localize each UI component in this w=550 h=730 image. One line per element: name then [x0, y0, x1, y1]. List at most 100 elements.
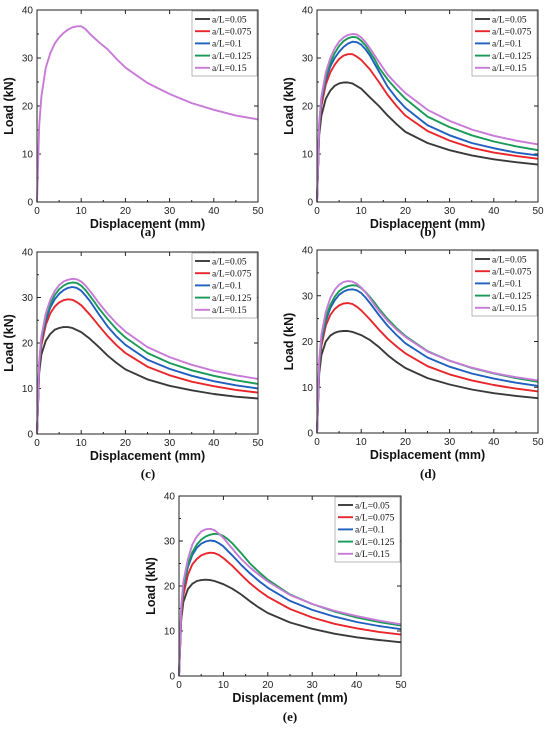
panel-caption: (a) [140, 224, 155, 239]
legend-label-a-l-0-1: a/L=0.1 [355, 526, 385, 536]
y-tick-label: 20 [164, 582, 176, 593]
y-tick-label: 0 [307, 429, 313, 440]
y-tick-label: 20 [22, 339, 34, 350]
series-line-a-l-0-125 [36, 281, 259, 435]
panel-b: 0 10 20 30 40 50 0 10 20 30 40 a/L=0.05 a/L=0.075 a/L… [282, 6, 544, 240]
plot-frame [178, 495, 402, 677]
legend-label-a-l-0-05: a/L=0.05 [492, 255, 527, 265]
x-tick-label: 20 [400, 437, 412, 448]
y-tick-label: 0 [27, 430, 33, 441]
y-tick-label: 40 [302, 6, 314, 17]
legend-label-a-l-0-15: a/L=0.15 [212, 306, 247, 316]
panel-caption: (b) [420, 224, 436, 239]
x-tick-label: 30 [164, 206, 176, 217]
y-tick-label: 30 [164, 537, 176, 548]
y-tick-label: 10 [302, 150, 314, 161]
x-tick-label: 20 [400, 206, 412, 217]
x-tick-label: 10 [218, 680, 230, 691]
x-tick-label: 50 [252, 206, 264, 217]
series-line-a-l-0-1 [316, 288, 539, 434]
legend-label-a-l-0-125: a/L=0.125 [212, 294, 252, 304]
x-axis-label: Displacement (mm) [90, 449, 205, 463]
x-axis-label: Displacement (mm) [370, 217, 485, 231]
x-tick-label: 0 [34, 438, 40, 449]
legend-label-a-l-0-1: a/L=0.1 [492, 40, 522, 50]
y-axis-label: Load (kN) [144, 557, 158, 615]
x-tick-label: 30 [164, 438, 176, 449]
y-tick-label: 10 [22, 384, 34, 395]
x-tick-label: 20 [262, 680, 274, 691]
series-line-a-l-0-15 [316, 33, 539, 203]
x-tick-label: 40 [351, 680, 363, 691]
legend-label-a-l-0-15: a/L=0.15 [492, 64, 527, 74]
y-tick-label: 30 [22, 293, 34, 304]
series-line-a-l-0-075 [316, 53, 539, 203]
y-tick-label: 40 [302, 246, 314, 257]
series-line-a-l-0-15 [178, 527, 402, 677]
x-tick-label: 10 [356, 206, 368, 217]
y-tick-label: 20 [22, 102, 34, 113]
legend-box [471, 10, 538, 77]
x-tick-label: 10 [76, 206, 88, 217]
y-tick-label: 40 [22, 6, 34, 17]
plot-frame [36, 251, 259, 435]
legend-label-a-l-0-1: a/L=0.1 [212, 40, 242, 50]
legend-label-a-l-0-05: a/L=0.05 [355, 501, 390, 511]
y-tick-label: 40 [22, 248, 34, 259]
series-line-a-l-0-05 [178, 578, 402, 677]
series-line-a-l-0-1 [316, 40, 539, 203]
plot-frame [316, 249, 539, 434]
legend-label-a-l-0-15: a/L=0.15 [355, 550, 390, 560]
series-line-a-l-0-05 [36, 326, 259, 435]
y-tick-label: 0 [169, 672, 175, 683]
series-line-a-l-0-075 [316, 302, 539, 434]
legend-label-a-l-0-075: a/L=0.075 [212, 28, 252, 38]
x-tick-label: 30 [307, 680, 319, 691]
x-tick-label: 50 [395, 680, 407, 691]
y-tick-label: 0 [307, 198, 313, 209]
y-axis-label: Load (kN) [2, 314, 16, 372]
panel-c: 0 10 20 30 40 50 0 10 20 30 40 a/L=0.05 a/L=0.075 a/L… [2, 248, 264, 482]
x-tick-label: 40 [488, 437, 500, 448]
series-line-a-l-0-15 [36, 277, 259, 435]
legend-label-a-l-0-075: a/L=0.075 [212, 270, 252, 280]
x-tick-label: 10 [76, 438, 88, 449]
x-tick-label: 30 [444, 437, 456, 448]
y-tick-label: 10 [164, 627, 176, 638]
series-line-a-l-0-125 [316, 35, 539, 203]
y-tick-label: 20 [302, 337, 314, 348]
series-line-a-l-0-1 [36, 286, 259, 435]
y-tick-label: 10 [22, 150, 34, 161]
legend-label-a-l-0-1: a/L=0.1 [212, 282, 242, 292]
x-axis-label: Displacement (mm) [370, 448, 485, 462]
plot-frame [36, 9, 259, 203]
y-axis-label: Load (kN) [282, 77, 296, 135]
y-tick-label: 0 [27, 198, 33, 209]
legend-label-a-l-0-125: a/L=0.125 [212, 52, 252, 62]
series-line-a-l-0-15 [36, 25, 259, 203]
legend-label-a-l-0-05: a/L=0.05 [492, 15, 527, 25]
x-tick-label: 40 [488, 206, 500, 217]
legend-label-a-l-0-075: a/L=0.075 [492, 268, 532, 278]
legend-label-a-l-0-125: a/L=0.125 [492, 292, 532, 302]
legend-label-a-l-0-075: a/L=0.075 [492, 28, 532, 38]
y-tick-label: 30 [302, 54, 314, 65]
plot-frame [316, 9, 539, 203]
legend-label-a-l-0-05: a/L=0.05 [212, 15, 247, 25]
series-line-a-l-0-075 [36, 298, 259, 435]
panel-e: 0 10 20 30 40 50 0 10 20 30 40 a/L=0.05 a/L=0.075 a/L… [144, 492, 407, 725]
legend-label-a-l-0-15: a/L=0.15 [492, 304, 527, 314]
panel-d: 0 10 20 30 40 50 0 10 20 30 40 a/L=0.05 a/L=0.075 a/L… [282, 246, 544, 482]
panel-a: 0 10 20 30 40 50 0 10 20 30 40 a/L=0.05 a/L=0.075 a/L… [2, 6, 264, 240]
x-tick-label: 0 [314, 206, 320, 217]
x-tick-label: 20 [120, 206, 132, 217]
x-tick-label: 50 [532, 206, 544, 217]
series-line-a-l-0-05 [316, 81, 539, 203]
x-tick-label: 10 [356, 437, 368, 448]
y-tick-label: 40 [164, 492, 176, 503]
x-axis-label: Displacement (mm) [90, 217, 205, 231]
y-axis-label: Load (kN) [282, 313, 296, 371]
y-axis-label: Load (kN) [2, 77, 16, 135]
series-line-a-l-0-15 [316, 280, 539, 434]
